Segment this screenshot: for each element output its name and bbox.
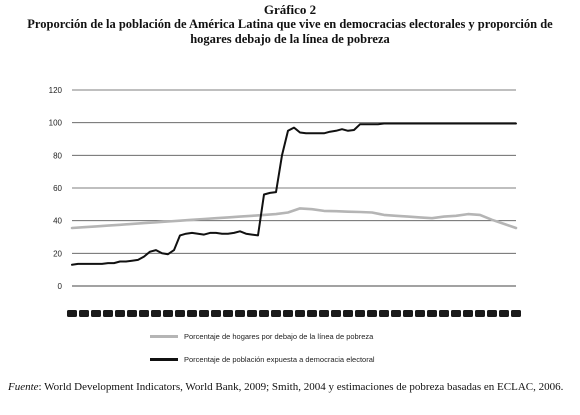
x-tick-label bbox=[475, 310, 485, 317]
x-tick-label bbox=[367, 310, 377, 317]
gridlines bbox=[72, 89, 516, 287]
x-tick-label bbox=[331, 310, 341, 317]
x-tick-label bbox=[115, 310, 125, 317]
x-tick-label bbox=[499, 310, 509, 317]
series-lines bbox=[70, 122, 518, 266]
x-tick-label bbox=[211, 310, 221, 317]
source-note: Fuente: World Development Indicators, Wo… bbox=[8, 381, 572, 394]
x-tick-label bbox=[319, 310, 329, 317]
y-tick-label: 20 bbox=[53, 249, 62, 258]
x-tick-label bbox=[103, 310, 113, 317]
y-axis-tick-labels: 0 20 40 60 80 100 120 bbox=[49, 86, 63, 291]
legend-label-democracy: Porcentaje de población expuesta a democ… bbox=[184, 354, 375, 364]
x-tick-label bbox=[199, 310, 209, 317]
x-tick-label bbox=[355, 310, 365, 317]
x-tick-label bbox=[295, 310, 305, 317]
legend-swatch-democracy bbox=[150, 357, 178, 361]
y-tick-label: 80 bbox=[53, 151, 62, 160]
x-tick-label bbox=[283, 310, 293, 317]
y-tick-label: 100 bbox=[49, 119, 63, 128]
x-tick-label bbox=[271, 310, 281, 317]
figure-header: Gráfico 2 Proporción de la población de … bbox=[0, 2, 580, 47]
series-line-poverty bbox=[70, 207, 518, 230]
x-tick-label bbox=[391, 310, 401, 317]
x-tick-label bbox=[259, 310, 269, 317]
series-line-democracy bbox=[71, 122, 517, 266]
x-tick-label bbox=[91, 310, 101, 317]
x-tick-label bbox=[487, 310, 497, 317]
x-tick-label bbox=[511, 310, 521, 317]
figure-number: Gráfico 2 bbox=[263, 2, 317, 17]
source-text: : World Development Indicators, World Ba… bbox=[38, 381, 564, 393]
x-tick-label bbox=[415, 310, 425, 317]
line-chart: 0 20 40 60 80 100 120 bbox=[49, 86, 521, 317]
x-axis-tick-labels bbox=[67, 310, 521, 317]
x-tick-label bbox=[247, 310, 257, 317]
x-tick-label bbox=[379, 310, 389, 317]
legend-label-poverty: Porcentaje de hogares por debajo de la l… bbox=[184, 331, 374, 341]
y-tick-label: 40 bbox=[53, 217, 62, 226]
legend-swatch-poverty bbox=[150, 334, 178, 338]
x-tick-label bbox=[151, 310, 161, 317]
y-tick-label: 60 bbox=[53, 184, 62, 193]
x-tick-label bbox=[79, 310, 89, 317]
x-tick-label bbox=[127, 310, 137, 317]
x-tick-label bbox=[439, 310, 449, 317]
y-tick-label: 0 bbox=[58, 282, 63, 291]
x-tick-label bbox=[463, 310, 473, 317]
x-tick-label bbox=[307, 310, 317, 317]
legend-item-democracy: Porcentaje de población expuesta a democ… bbox=[150, 353, 375, 365]
x-tick-label bbox=[451, 310, 461, 317]
legend-item-poverty: Porcentaje de hogares por debajo de la l… bbox=[150, 330, 373, 342]
x-tick-label bbox=[235, 310, 245, 317]
x-tick-label bbox=[403, 310, 413, 317]
x-tick-label bbox=[187, 310, 197, 317]
y-tick-label: 120 bbox=[49, 86, 63, 95]
x-tick-label bbox=[343, 310, 353, 317]
x-tick-label bbox=[427, 310, 437, 317]
x-tick-label bbox=[175, 310, 185, 317]
x-tick-label bbox=[163, 310, 173, 317]
figure-title: Proporción de la población de América La… bbox=[27, 17, 553, 46]
source-prefix: Fuente bbox=[8, 381, 39, 393]
x-tick-label bbox=[223, 310, 233, 317]
x-tick-label bbox=[67, 310, 77, 317]
x-tick-label bbox=[139, 310, 149, 317]
